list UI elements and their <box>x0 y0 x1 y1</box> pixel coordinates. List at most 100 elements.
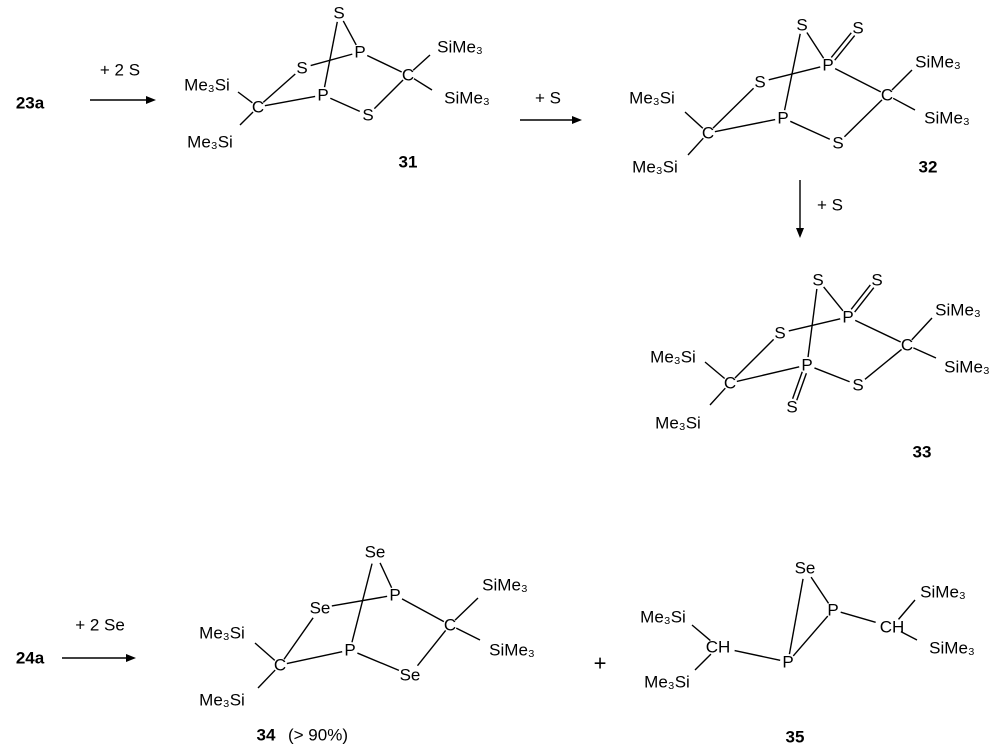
compound-label: 34 <box>257 726 276 745</box>
atom-c: C <box>901 336 913 355</box>
atom-p: P <box>822 56 833 75</box>
bond <box>455 627 481 641</box>
bond <box>843 99 883 138</box>
atom-p: P <box>344 641 355 660</box>
compound-label: 35 <box>786 728 805 747</box>
substituent-me3si: Me₃Si <box>640 608 686 627</box>
bond <box>687 137 704 156</box>
atom-ch: CH <box>706 638 731 657</box>
compound-33: S S P S P S S C C Me₃Si Me₃Si SiMe₃ SiMe… <box>650 271 990 462</box>
plus-sign: + <box>594 651 607 676</box>
bond <box>342 20 357 46</box>
bond <box>239 111 254 126</box>
bond <box>262 73 296 103</box>
bonds <box>237 20 937 689</box>
bond <box>891 69 913 91</box>
atom-c: C <box>881 86 893 105</box>
substituent-sime3: SiMe₃ <box>935 301 981 320</box>
bond <box>412 54 431 71</box>
bond <box>237 91 253 104</box>
atom-s-exo: S <box>786 398 797 417</box>
compound-34: Se P Se P Se C C Me₃Si Me₃Si SiMe₃ SiMe₃… <box>199 543 535 745</box>
bond <box>788 578 804 655</box>
substituent-sime3: SiMe₃ <box>482 576 528 595</box>
reagent-s: + S <box>817 196 843 215</box>
atom-c: C <box>274 656 286 675</box>
substituent-me3si: Me₃Si <box>629 89 675 108</box>
bond <box>684 111 704 129</box>
substituent-sime3: SiMe₃ <box>489 641 535 660</box>
bond <box>351 563 373 643</box>
bond <box>734 649 781 662</box>
atom-se: Se <box>310 599 331 618</box>
bond <box>854 287 875 313</box>
atom-p: P <box>317 86 328 105</box>
bond <box>694 653 712 671</box>
reaction-arrow-1 <box>90 96 156 104</box>
substituent-me3si: Me₃Si <box>187 133 233 152</box>
bond <box>736 366 800 383</box>
reaction-arrow-3 <box>796 180 804 238</box>
reagent-2s: + 2 S <box>100 61 140 80</box>
bond <box>864 348 903 380</box>
atom-c: C <box>252 98 264 117</box>
substituent-me3si: Me₃Si <box>199 691 245 710</box>
bond <box>807 288 818 358</box>
substituent-sime3: SiMe₃ <box>944 358 990 377</box>
bond <box>814 367 850 383</box>
bond <box>789 120 831 140</box>
bond <box>712 87 755 129</box>
bond <box>796 373 808 401</box>
substituent-sime3: SiMe₃ <box>924 109 970 128</box>
compound-label: 32 <box>919 158 938 177</box>
atom-ch: CH <box>880 618 905 637</box>
atom-s-exo: S <box>871 271 882 290</box>
bond <box>791 371 803 399</box>
bond <box>768 66 821 81</box>
atom-p: P <box>777 109 788 128</box>
atom-s: S <box>852 376 863 395</box>
bond <box>913 347 937 359</box>
atom-s: S <box>333 4 344 23</box>
substituent-me3si: Me₃Si <box>184 76 230 95</box>
bond <box>379 562 393 589</box>
reagent-s: + S <box>535 89 561 108</box>
atom-s: S <box>832 134 843 153</box>
bond <box>691 624 711 642</box>
bond <box>823 286 844 312</box>
bond <box>286 650 343 665</box>
bond <box>834 35 856 61</box>
atom-c: C <box>702 124 714 143</box>
compound-label: 31 <box>399 153 418 172</box>
bond <box>283 617 314 660</box>
bond <box>792 615 829 657</box>
reactant-23a: 23a <box>16 94 45 113</box>
bond <box>850 284 871 310</box>
reaction-arrow-2 <box>520 116 582 124</box>
atom-se: Se <box>795 559 816 578</box>
atom-p: P <box>389 586 400 605</box>
reaction-arrow-4 <box>62 654 136 662</box>
bond <box>413 78 433 91</box>
atom-s: S <box>754 73 765 92</box>
atom-c: C <box>444 616 456 635</box>
atom-s: S <box>774 324 785 343</box>
bond <box>900 630 918 641</box>
bond <box>911 317 933 341</box>
bond <box>810 576 830 604</box>
substituent-sime3: SiMe₃ <box>444 89 490 108</box>
reagent-2se: + 2 Se <box>75 616 125 635</box>
bond <box>264 95 316 107</box>
atom-p: P <box>782 653 793 672</box>
bond <box>357 652 400 672</box>
substituent-me3si: Me₃Si <box>650 348 696 367</box>
atom-s: S <box>362 106 373 125</box>
bond <box>373 79 404 110</box>
substituent-me3si: Me₃Si <box>199 624 245 643</box>
bond <box>401 598 445 623</box>
substituent-sime3: SiMe₃ <box>915 53 961 72</box>
atom-c: C <box>402 66 414 85</box>
bond <box>897 599 916 620</box>
bond <box>704 361 726 380</box>
